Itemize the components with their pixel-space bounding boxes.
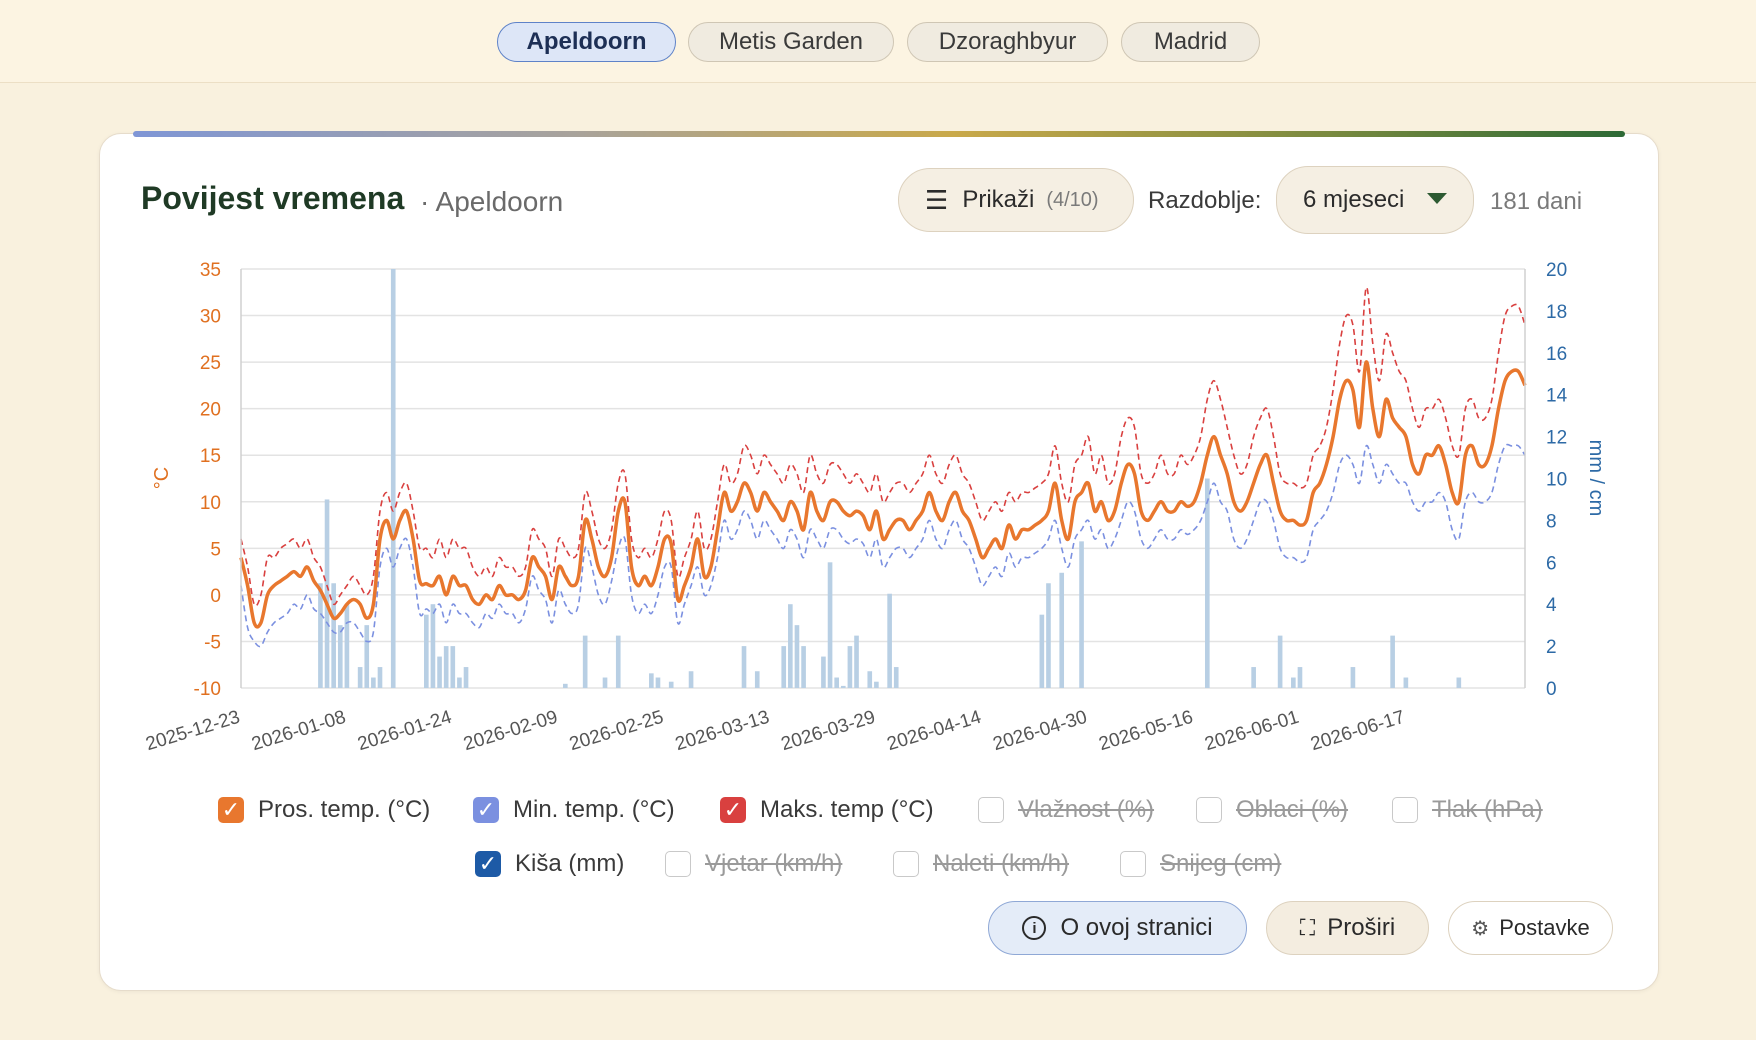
- legend-label: Tlak (hPa): [1432, 796, 1543, 823]
- legend-label: Pros. temp. (°C): [258, 796, 431, 823]
- legend-label: Snijeg (cm): [1160, 850, 1282, 877]
- legend-label: Vlažnost (%): [1018, 796, 1155, 823]
- legend-label: Vjetar (km/h): [705, 850, 843, 877]
- about-label: O ovoj stranici: [1060, 914, 1213, 941]
- checkbox-checked-icon: ✓: [473, 797, 499, 823]
- legend-humidity[interactable]: Vlažnost (%): [978, 796, 1154, 824]
- checkbox-checked-icon: ✓: [720, 797, 746, 823]
- show-series-count: (4/10): [1046, 188, 1099, 211]
- period-value: 6 mjeseci: [1303, 186, 1405, 213]
- expand-label: Proširi: [1327, 914, 1396, 941]
- legend-wind[interactable]: Vjetar (km/h): [665, 850, 842, 878]
- gear-icon: ⚙: [1471, 917, 1490, 940]
- period-select[interactable]: 6 mjeseci: [1276, 166, 1474, 234]
- info-icon: i: [1022, 916, 1047, 940]
- location-subtitle: · Apeldoorn: [420, 186, 564, 217]
- checkbox-checked-icon: ✓: [475, 851, 501, 877]
- legend-max-temp[interactable]: ✓ Maks. temp (°C): [720, 796, 934, 824]
- legend-label: Oblaci (%): [1236, 796, 1349, 823]
- expand-icon: ⛶: [1299, 915, 1316, 940]
- legend-label: Min. temp. (°C): [513, 796, 675, 823]
- about-page-button[interactable]: i O ovoj stranici: [988, 901, 1247, 955]
- checkbox-unchecked-icon: [1196, 797, 1222, 823]
- legend-label: Kiša (mm): [515, 850, 625, 877]
- legend-label: Maks. temp (°C): [760, 796, 934, 823]
- city-tab-dzoraghbyur[interactable]: Dzoraghbyur: [907, 22, 1108, 62]
- menu-icon: ☰: [925, 184, 949, 215]
- city-tab-apeldoorn[interactable]: Apeldoorn: [497, 22, 676, 62]
- city-tab-metis-garden[interactable]: Metis Garden: [688, 22, 894, 62]
- legend-avg-temp[interactable]: ✓ Pros. temp. (°C): [218, 796, 430, 824]
- legend-clouds[interactable]: Oblaci (%): [1196, 796, 1348, 824]
- days-count: 181 dani: [1490, 188, 1583, 215]
- legend-snow[interactable]: Snijeg (cm): [1120, 850, 1281, 878]
- checkbox-unchecked-icon: [665, 851, 691, 877]
- weather-history-card: [99, 133, 1659, 991]
- checkbox-checked-icon: ✓: [218, 797, 244, 823]
- show-series-label: Prikaži: [962, 186, 1035, 213]
- city-tab-bar: Apeldoorn Metis Garden Dzoraghbyur Madri…: [0, 0, 1756, 83]
- legend-gusts[interactable]: Naleti (km/h): [893, 850, 1069, 878]
- legend-label: Naleti (km/h): [933, 850, 1070, 877]
- settings-label: Postavke: [1499, 915, 1590, 940]
- legend-pressure[interactable]: Tlak (hPa): [1392, 796, 1543, 824]
- page-title: Povijest vremena: [141, 180, 405, 216]
- dropdown-arrow-icon: [1427, 193, 1447, 204]
- legend-rain[interactable]: ✓ Kiša (mm): [475, 850, 624, 878]
- show-series-button[interactable]: ☰ Prikaži (4/10): [898, 168, 1134, 232]
- city-tab-madrid[interactable]: Madrid: [1121, 22, 1260, 62]
- checkbox-unchecked-icon: [893, 851, 919, 877]
- card-accent-line: [133, 131, 1625, 137]
- checkbox-unchecked-icon: [1120, 851, 1146, 877]
- checkbox-unchecked-icon: [978, 797, 1004, 823]
- expand-button[interactable]: ⛶ Proširi: [1266, 901, 1429, 955]
- legend-min-temp[interactable]: ✓ Min. temp. (°C): [473, 796, 675, 824]
- period-label: Razdoblje:: [1148, 187, 1262, 214]
- checkbox-unchecked-icon: [1392, 797, 1418, 823]
- settings-button[interactable]: ⚙ Postavke: [1448, 901, 1613, 955]
